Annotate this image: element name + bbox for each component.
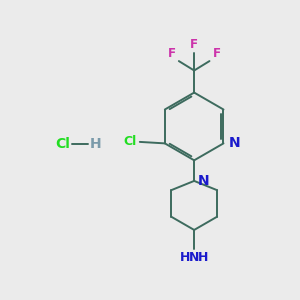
Text: N: N <box>198 174 210 188</box>
Text: N: N <box>189 251 200 264</box>
Text: Cl: Cl <box>56 137 70 151</box>
Text: N: N <box>229 136 240 150</box>
Text: F: F <box>168 46 176 60</box>
Text: H: H <box>198 251 208 264</box>
Text: H: H <box>180 251 190 264</box>
Text: H: H <box>90 137 101 151</box>
Text: F: F <box>190 38 198 51</box>
Text: Cl: Cl <box>124 135 137 148</box>
Text: F: F <box>212 46 220 60</box>
